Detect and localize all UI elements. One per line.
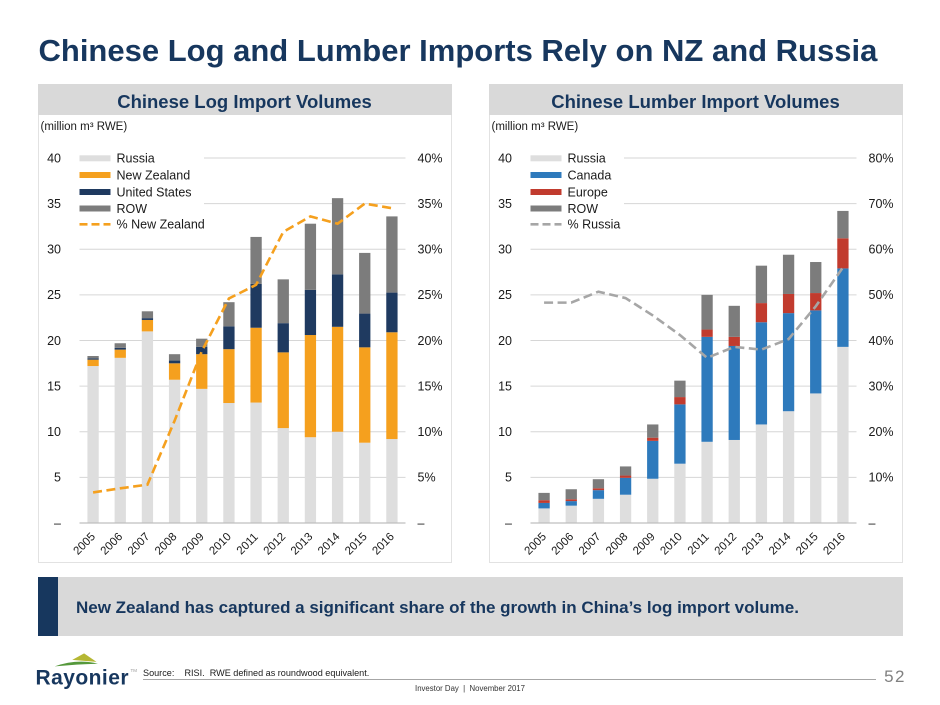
svg-text:2012: 2012 (261, 531, 288, 558)
svg-text:30: 30 (498, 243, 512, 257)
svg-text:Russia: Russia (116, 152, 154, 166)
svg-text:10: 10 (498, 425, 512, 439)
svg-text:20%: 20% (868, 425, 893, 439)
svg-text:2006: 2006 (549, 531, 576, 558)
svg-text:2008: 2008 (603, 531, 630, 558)
svg-text:2014: 2014 (315, 530, 342, 557)
svg-text:Europe: Europe (567, 185, 607, 199)
svg-text:% New Zealand: % New Zealand (116, 218, 204, 232)
svg-text:–: – (54, 516, 61, 530)
svg-text:2006: 2006 (98, 531, 125, 558)
svg-text:35%: 35% (417, 197, 442, 211)
svg-text:2005: 2005 (71, 531, 98, 558)
svg-text:% Russia: % Russia (567, 218, 620, 232)
svg-text:Canada: Canada (567, 168, 611, 182)
svg-text:15: 15 (47, 379, 61, 393)
svg-text:5%: 5% (417, 471, 435, 485)
svg-text:20: 20 (47, 334, 61, 348)
svg-text:10%: 10% (417, 425, 442, 439)
svg-text:70%: 70% (868, 197, 893, 211)
svg-text:30%: 30% (868, 379, 893, 393)
svg-text:2013: 2013 (739, 531, 766, 558)
svg-text:30%: 30% (417, 243, 442, 257)
svg-text:2011: 2011 (234, 531, 260, 557)
svg-text:–: – (505, 516, 512, 530)
svg-text:2010: 2010 (658, 531, 685, 558)
svg-text:25%: 25% (417, 288, 442, 302)
svg-text:TM: TM (131, 668, 138, 673)
svg-text:–: – (417, 516, 424, 530)
svg-text:2012: 2012 (712, 531, 739, 558)
svg-text:25: 25 (498, 288, 512, 302)
svg-text:50%: 50% (868, 288, 893, 302)
svg-text:25: 25 (47, 288, 61, 302)
svg-text:Russia: Russia (567, 152, 605, 166)
svg-text:10: 10 (47, 425, 61, 439)
svg-text:2011: 2011 (685, 531, 711, 557)
svg-text:2009: 2009 (631, 531, 658, 558)
svg-text:5: 5 (505, 471, 512, 485)
svg-text:40%: 40% (868, 334, 893, 348)
svg-text:10%: 10% (868, 471, 893, 485)
svg-text:2015: 2015 (343, 531, 370, 558)
svg-text:2013: 2013 (288, 531, 315, 558)
svg-text:40%: 40% (417, 151, 442, 165)
svg-text:35: 35 (47, 197, 61, 211)
svg-text:40: 40 (47, 151, 61, 165)
svg-text:15%: 15% (417, 379, 442, 393)
svg-text:30: 30 (47, 243, 61, 257)
svg-text:ROW: ROW (567, 202, 598, 216)
svg-text:5: 5 (54, 471, 61, 485)
svg-text:2014: 2014 (766, 530, 793, 557)
svg-text:2007: 2007 (576, 531, 603, 558)
svg-text:40: 40 (498, 151, 512, 165)
svg-text:2015: 2015 (794, 531, 821, 558)
svg-text:Rayonier: Rayonier (36, 667, 129, 690)
svg-text:2009: 2009 (180, 531, 207, 558)
svg-text:15: 15 (498, 379, 512, 393)
svg-text:20%: 20% (417, 334, 442, 348)
svg-text:New Zealand: New Zealand (116, 168, 190, 182)
svg-text:2007: 2007 (125, 531, 152, 558)
svg-text:United States: United States (116, 185, 191, 199)
svg-text:ROW: ROW (116, 202, 147, 216)
svg-text:35: 35 (498, 197, 512, 211)
svg-text:2016: 2016 (821, 531, 848, 558)
svg-text:2008: 2008 (152, 531, 179, 558)
svg-text:20: 20 (498, 334, 512, 348)
svg-text:80%: 80% (868, 151, 893, 165)
svg-text:2005: 2005 (522, 531, 549, 558)
svg-text:–: – (868, 516, 875, 530)
svg-text:2010: 2010 (207, 531, 234, 558)
svg-text:60%: 60% (868, 243, 893, 257)
svg-text:2016: 2016 (370, 531, 397, 558)
